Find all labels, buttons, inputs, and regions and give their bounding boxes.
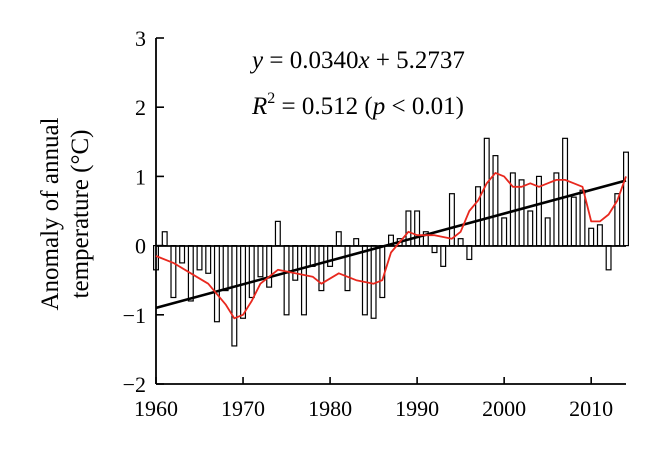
bar-1985 <box>370 245 377 319</box>
bar-1976 <box>292 245 299 281</box>
smoothed-curve <box>155 172 627 320</box>
bar-1962 <box>170 245 177 299</box>
bar-1961 <box>161 231 168 247</box>
bar-1965 <box>196 245 203 271</box>
bar-2007 <box>562 137 569 247</box>
bar-1981 <box>335 231 342 247</box>
y-axis-title-line-1: Anomaly of annual <box>37 117 64 310</box>
x-tick-label-1960: 1960 <box>134 396 178 421</box>
x-tick-label-1970: 1970 <box>221 396 265 421</box>
bar-2000 <box>501 217 508 247</box>
eq-y-var: y <box>249 47 264 74</box>
eq-slope: = 0.0340 <box>263 47 358 74</box>
bar-1995 <box>457 238 464 247</box>
bar-2008 <box>570 196 577 247</box>
bar-1982 <box>344 245 351 292</box>
bar-1998 <box>483 137 490 247</box>
bar-1972 <box>257 245 264 278</box>
bar-1968 <box>222 245 229 292</box>
tick-labels: −2 −1 0 1 2 3 1960 1970 1980 1990 2000 2010 <box>123 26 614 421</box>
x-tick-label-1990: 1990 <box>395 396 439 421</box>
bar-1978 <box>309 245 316 267</box>
axes <box>155 38 626 385</box>
bar-2002 <box>518 179 525 247</box>
bar-1963 <box>179 245 186 264</box>
bar-1984 <box>361 245 368 316</box>
bar-2003 <box>527 210 534 247</box>
bar-2006 <box>553 172 560 247</box>
y-tick-label--1: −1 <box>123 303 146 328</box>
bar-1975 <box>283 245 290 316</box>
bar-1993 <box>440 245 447 267</box>
y-axis-title-line-2: temperature (°C) <box>67 130 94 299</box>
bar-1969 <box>231 245 238 347</box>
r-exponent: 2 <box>267 90 275 107</box>
bar-2014 <box>623 151 629 247</box>
bar-1970 <box>240 245 247 319</box>
r-var: R <box>251 93 267 120</box>
p-var: p <box>371 93 386 120</box>
y-tick-label-1: 1 <box>135 164 146 189</box>
eq-intercept: + 5.2737 <box>370 47 465 74</box>
r-squared-text: R2 = 0.512 (p < 0.01) <box>251 90 464 120</box>
y-tick-label--2: −2 <box>123 372 146 397</box>
bar-2011 <box>596 224 603 247</box>
bar-1996 <box>466 245 473 261</box>
bar-1973 <box>266 245 273 288</box>
p-value: < 0.01) <box>385 93 464 120</box>
bar-1983 <box>353 238 360 247</box>
anomaly-bars <box>153 137 629 347</box>
regression-equation: y = 0.0340x + 5.2737 <box>249 47 465 74</box>
x-tick-label-1980: 1980 <box>308 396 352 421</box>
bar-1966 <box>205 245 212 274</box>
bar-2009 <box>579 189 586 247</box>
bar-2012 <box>605 245 612 271</box>
r-value: = 0.512 ( <box>275 93 372 120</box>
y-axis-title: Anomaly of annual temperature (°C) <box>37 117 94 310</box>
y-tick-label-3: 3 <box>135 26 146 51</box>
bar-1980 <box>327 245 334 267</box>
bar-1971 <box>248 245 255 299</box>
ticks <box>155 37 592 385</box>
bar-1990 <box>414 210 421 247</box>
bar-1986 <box>379 245 386 299</box>
bar-1999 <box>492 155 499 247</box>
bar-2010 <box>588 227 595 247</box>
bar-1967 <box>213 245 220 323</box>
eq-x-var: x <box>357 47 369 74</box>
trend-line <box>155 179 627 310</box>
y-tick-label-0: 0 <box>135 234 146 259</box>
bar-1974 <box>274 220 281 247</box>
y-tick-label-2: 2 <box>135 95 146 120</box>
x-tick-label-2010: 2010 <box>569 396 613 421</box>
x-tick-label-2000: 2000 <box>482 396 526 421</box>
bar-1977 <box>300 245 307 316</box>
bar-2005 <box>544 217 551 247</box>
